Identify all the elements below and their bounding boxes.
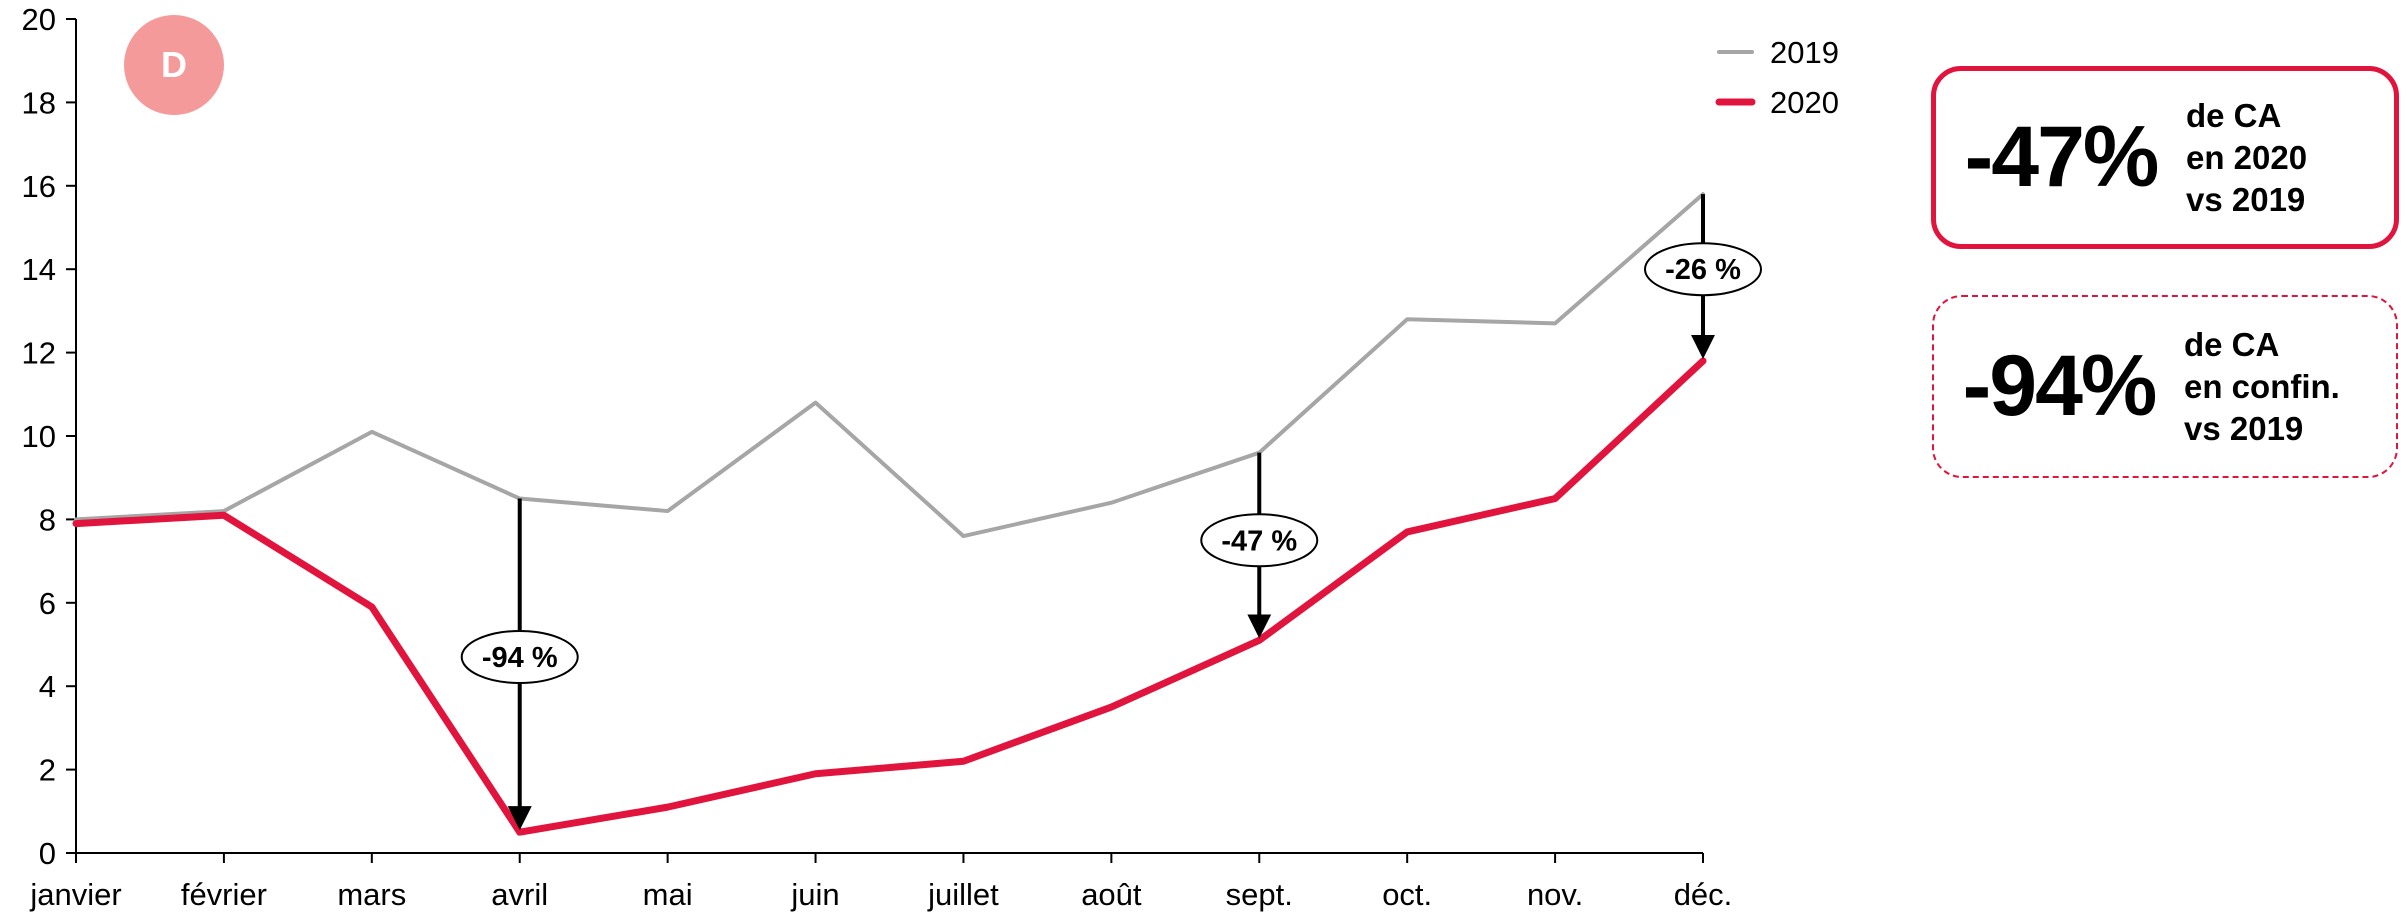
x-tick-label: sept. xyxy=(1226,877,1293,912)
x-tick-label: août xyxy=(1081,877,1142,912)
kpi-line: en confin. xyxy=(2184,367,2340,405)
x-tick-label: mai xyxy=(643,877,693,912)
legend-label: 2019 xyxy=(1770,35,1839,70)
y-tick-label: 0 xyxy=(39,836,56,871)
kpi-line: en 2020 xyxy=(2186,138,2308,176)
series-line-2019 xyxy=(74,192,1705,539)
y-tick-label: 2 xyxy=(39,753,56,788)
x-tick-label: juillet xyxy=(927,877,999,912)
kpi-value: -47% xyxy=(1964,109,2160,205)
y-tick-label: 10 xyxy=(22,419,56,454)
x-tick-label: janvier xyxy=(29,877,121,912)
chart-legend: 2019 2020 xyxy=(1715,35,1839,120)
annotation-label: -26 % xyxy=(1665,254,1741,286)
legend-label: 2020 xyxy=(1770,85,1839,120)
kpi-description: de CA en confin. vs 2019 xyxy=(2184,324,2340,450)
chart-axes: 0 2 4 6 8 10 12 14 16 18 20 janvier février mars avril… xyxy=(22,2,1733,912)
x-tick-label: déc. xyxy=(1674,877,1733,912)
x-tick-label: oct. xyxy=(1382,877,1432,912)
annotation-label: -47 % xyxy=(1221,525,1297,557)
x-tick-label: février xyxy=(181,877,267,912)
y-tick-label: 20 xyxy=(22,2,56,37)
kpi-box-lockdown: -94% de CA en confin. vs 2019 xyxy=(1932,295,2398,478)
y-tick-label: 16 xyxy=(22,169,56,204)
y-tick-label: 4 xyxy=(39,669,56,704)
y-tick-label: 6 xyxy=(39,586,56,621)
kpi-description: de CA en 2020 vs 2019 xyxy=(2186,95,2307,221)
annotation-bubble xyxy=(1200,513,1319,568)
x-tick-label: juin xyxy=(790,877,839,912)
x-tick-label: avril xyxy=(491,877,548,912)
y-tick-label: 12 xyxy=(22,336,56,371)
kpi-line: vs 2019 xyxy=(2186,180,2306,218)
x-tick-label: nov. xyxy=(1527,877,1583,912)
kpi-box-2020: -47% de CA en 2020 vs 2019 xyxy=(1931,66,2399,249)
x-tick-label: mars xyxy=(337,877,406,912)
section-badge: D xyxy=(124,15,224,115)
y-tick-label: 18 xyxy=(22,85,56,120)
annotation-bubble xyxy=(460,630,579,685)
annotation-label: -94 % xyxy=(482,642,558,674)
kpi-value: -94% xyxy=(1962,338,2158,434)
y-tick-label: 8 xyxy=(39,502,56,537)
annotation-bubble xyxy=(1644,242,1762,297)
y-tick-label: 14 xyxy=(22,252,56,287)
series-line-2020 xyxy=(72,357,1707,836)
chart-series xyxy=(72,192,1707,836)
kpi-line: de CA xyxy=(2186,96,2282,134)
kpi-line: vs 2019 xyxy=(2184,409,2304,447)
chart-annotations: -94 % -47 % -26 % xyxy=(460,194,1762,831)
kpi-line: de CA xyxy=(2184,325,2280,363)
